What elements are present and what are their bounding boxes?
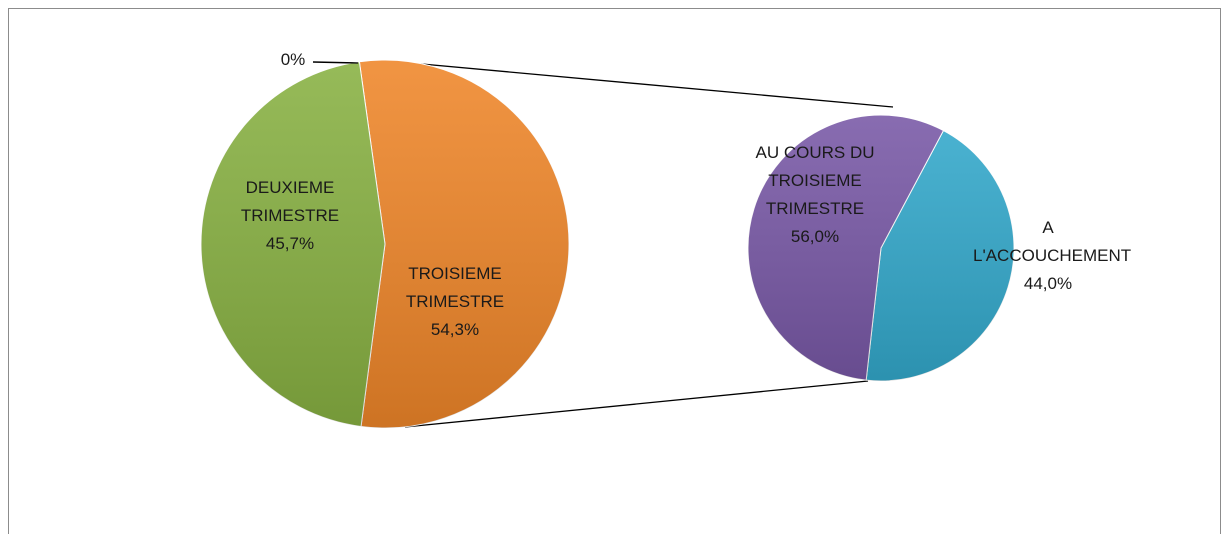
slice-value: 54,3% [430,320,480,339]
slice-label: AU COURS DU TROISIEME TRIMESTRE [755,143,875,218]
slice-label: A L'ACCOUCHEMENT [973,218,1132,265]
pie-slice [358,59,570,429]
slice-label: DEUXIEME TRIMESTRE [240,178,340,225]
slice-value: 0% [280,50,306,69]
slice-value: 44,0% [1023,274,1073,293]
slice-label: TROISIEME TRIMESTRE [405,264,505,311]
slice-value: 56,0% [790,227,840,246]
slice-value: 45,7% [265,234,315,253]
leader-line [312,61,359,64]
frame [8,8,1221,534]
